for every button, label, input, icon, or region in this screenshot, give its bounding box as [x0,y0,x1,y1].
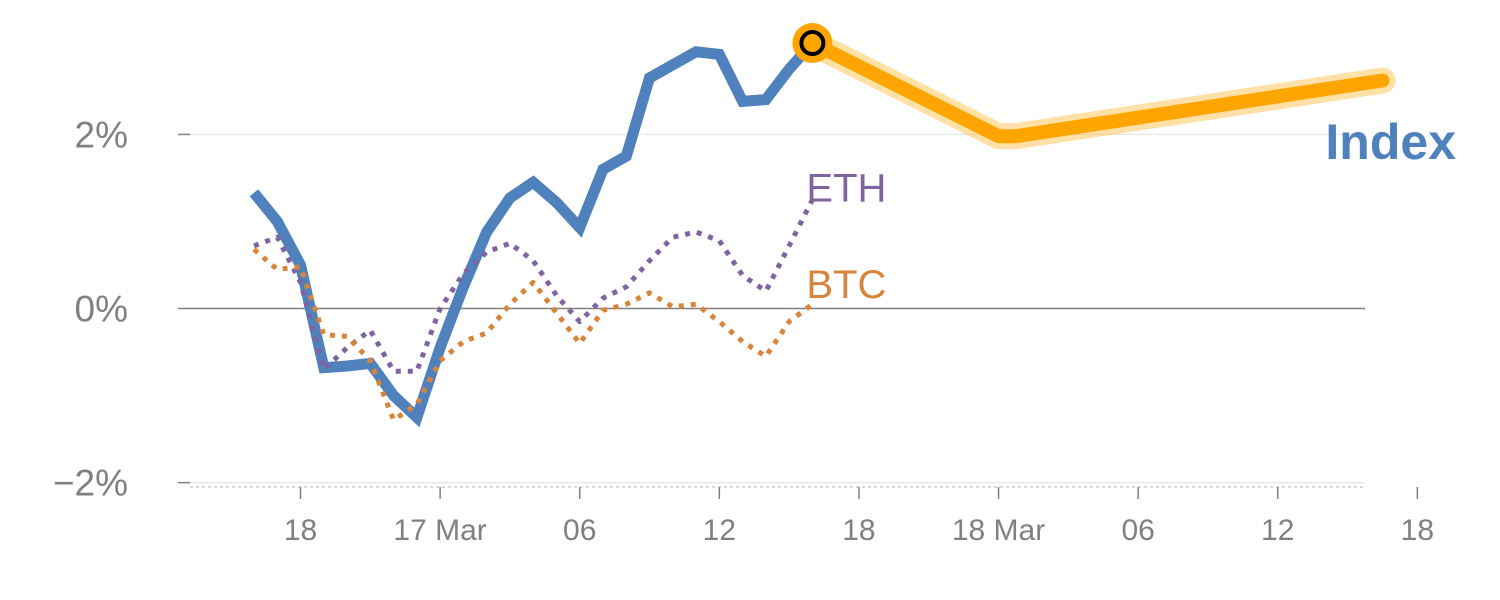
x-tick-label: 12 [703,514,736,547]
eth-series-label: ETH [806,167,886,211]
x-tick-label: 06 [1121,514,1154,547]
y-tick-label: 2% [75,114,128,155]
x-tick-label: 06 [563,514,596,547]
current-value-marker [799,30,826,57]
x-tick-label: 18 [284,514,317,547]
y-tick-label: 0% [75,289,128,330]
y-tick-label: −2% [53,463,128,504]
btc-series-label: BTC [806,263,886,307]
index-series-label: Index [1325,114,1456,170]
index-projection-line [805,36,1390,144]
index-series-line [249,39,817,428]
btc-series-line [252,247,814,423]
x-tick-label: 18 [1401,514,1434,547]
x-tick-label: 18 [842,514,875,547]
x-tick-label: 17 Mar [393,514,486,547]
x-tick-label: 18 Mar [952,514,1045,547]
x-tick-label: 12 [1261,514,1294,547]
